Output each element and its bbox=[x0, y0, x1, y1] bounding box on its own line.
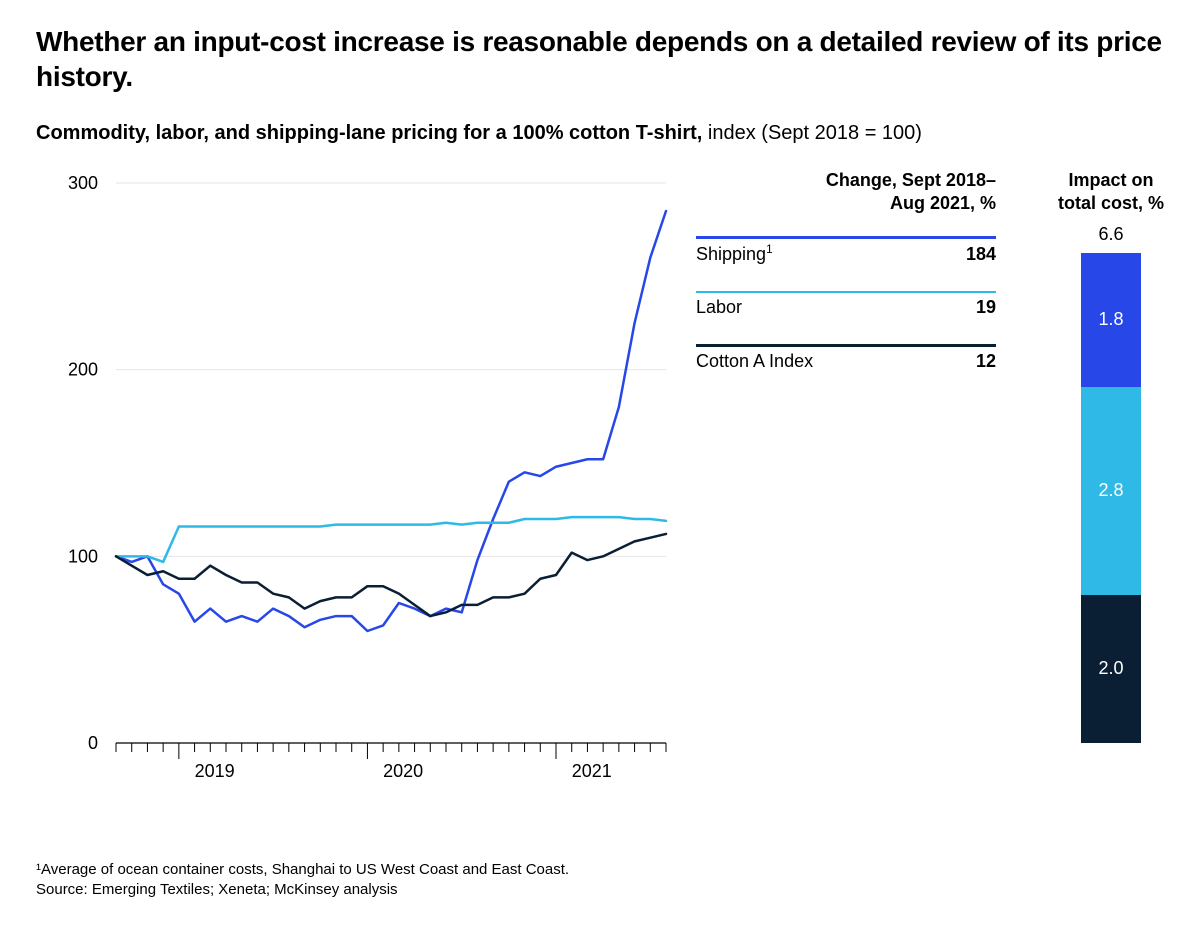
impact-seg-labor: 2.8 bbox=[1081, 387, 1141, 595]
line-chart: 0 100 200 300 2019 2020 2021 bbox=[36, 163, 676, 803]
x-axis-year-label: 2021 bbox=[572, 761, 612, 781]
impact-total-label: 6.6 bbox=[1036, 224, 1186, 245]
impact-seg-label-cotton: 2.0 bbox=[1098, 658, 1123, 679]
impact-bar: Impact on total cost, % 6.6 1.8 2.8 2.0 bbox=[1036, 163, 1186, 743]
change-table-header: Change, Sept 2018– Aug 2021, % bbox=[696, 169, 996, 214]
change-row-cotton: Cotton A Index 12 bbox=[696, 344, 996, 372]
change-header-line2: Aug 2021, % bbox=[890, 193, 996, 213]
series-shipping bbox=[116, 211, 666, 631]
subtitle-bold: Commodity, labor, and shipping-lane pric… bbox=[36, 122, 702, 144]
change-row-line-labor: Labor 19 bbox=[696, 297, 996, 318]
change-row-value-shipping: 184 bbox=[966, 244, 996, 265]
line-chart-svg: 0 100 200 300 2019 2020 2021 bbox=[36, 163, 676, 803]
change-row-color-shipping bbox=[696, 236, 996, 239]
change-row-labor: Labor 19 bbox=[696, 291, 996, 319]
impact-header: Impact on total cost, % bbox=[1036, 169, 1186, 214]
change-row-line-cotton: Cotton A Index 12 bbox=[696, 351, 996, 372]
x-axis-year-label: 2020 bbox=[383, 761, 423, 781]
change-header-line1: Change, Sept 2018– bbox=[826, 170, 996, 190]
change-row-name-cotton: Cotton A Index bbox=[696, 351, 813, 372]
change-row-value-cotton: 12 bbox=[976, 351, 996, 372]
change-row-line-shipping: Shipping1 184 bbox=[696, 243, 996, 265]
page-title: Whether an input-cost increase is reason… bbox=[36, 24, 1164, 94]
change-table-rows: Shipping1 184 Labor 19 Cotton A Index 12 bbox=[696, 236, 996, 372]
chart-subtitle: Commodity, labor, and shipping-lane pric… bbox=[36, 122, 1164, 145]
main-row: 0 100 200 300 2019 2020 2021 Change, Sept 2018… bbox=[36, 163, 1164, 803]
change-row-color-labor bbox=[696, 291, 996, 294]
page-root: Whether an input-cost increase is reason… bbox=[0, 0, 1200, 930]
change-row-name-shipping: Shipping1 bbox=[696, 243, 773, 265]
change-row-shipping: Shipping1 184 bbox=[696, 236, 996, 265]
x-axis-year-label: 2019 bbox=[195, 761, 235, 781]
y-axis-tick-label: 300 bbox=[68, 173, 98, 193]
source-line: Source: Emerging Textiles; Xeneta; McKin… bbox=[36, 880, 569, 900]
impact-seg-cotton: 2.0 bbox=[1081, 595, 1141, 743]
impact-header-line1: Impact on bbox=[1068, 170, 1153, 190]
series-cotton bbox=[116, 534, 666, 616]
subtitle-light: index (Sept 2018 = 100) bbox=[702, 122, 922, 144]
impact-seg-shipping: 1.8 bbox=[1081, 253, 1141, 387]
footnotes: ¹Average of ocean container costs, Shang… bbox=[36, 860, 569, 901]
change-row-name-labor: Labor bbox=[696, 297, 742, 318]
y-axis-tick-label: 100 bbox=[68, 546, 98, 566]
impact-seg-label-labor: 2.8 bbox=[1098, 480, 1123, 501]
change-row-color-cotton bbox=[696, 344, 996, 347]
footnote-1: ¹Average of ocean container costs, Shang… bbox=[36, 860, 569, 880]
change-table: Change, Sept 2018– Aug 2021, % Shipping1… bbox=[696, 163, 996, 398]
change-row-value-labor: 19 bbox=[976, 297, 996, 318]
impact-header-line2: total cost, % bbox=[1058, 193, 1164, 213]
y-axis-tick-label: 0 bbox=[88, 733, 98, 753]
series-labor bbox=[116, 517, 666, 562]
impact-seg-label-shipping: 1.8 bbox=[1098, 309, 1123, 330]
y-axis-tick-label: 200 bbox=[68, 360, 98, 380]
impact-stack: 1.8 2.8 2.0 bbox=[1081, 253, 1141, 743]
